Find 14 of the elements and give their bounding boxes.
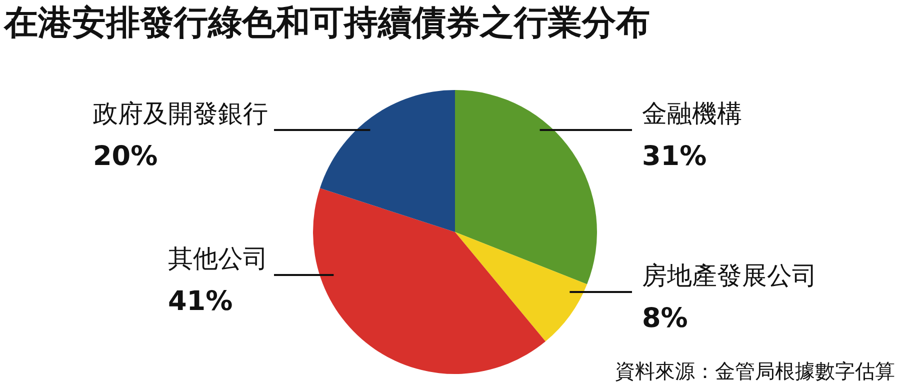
pie-slice (320, 90, 455, 232)
data-label: 20% (93, 141, 158, 172)
pie-slice (313, 188, 546, 374)
source-note: 資料來源：金管局根據數字估算 (615, 359, 895, 383)
pie-slice (455, 90, 597, 284)
slice-label: 其他公司 (168, 244, 268, 273)
pie-slice (455, 232, 588, 342)
chart-title: 在港安排發行綠色和可持續債券之行業分布 (3, 3, 650, 43)
slice-label: 房地產發展公司 (642, 261, 817, 290)
data-label: 41% (168, 286, 233, 317)
slice-label: 政府及開發銀行 (93, 99, 268, 128)
data-label: 31% (642, 141, 707, 172)
data-label: 8% (642, 303, 688, 334)
slice-label: 金融機構 (642, 99, 742, 128)
